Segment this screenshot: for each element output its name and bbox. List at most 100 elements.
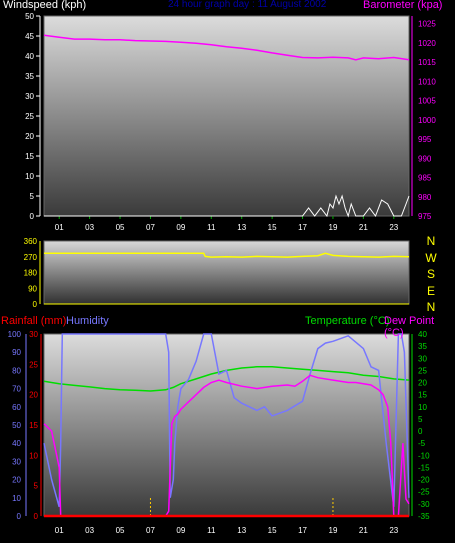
temperature-tick-label: 15 [418, 391, 427, 400]
windspeed-tick-label: 15 [25, 152, 34, 161]
hour-tick-label: 05 [116, 526, 125, 535]
hour-tick-label: 09 [176, 526, 185, 535]
temperature-tick-label: 30 [418, 354, 427, 363]
barometer-line [43, 34, 410, 61]
compass-letters: N W S E N [424, 233, 438, 316]
barometer-tick-label: 980 [418, 193, 432, 202]
temperature-tick-label: 10 [418, 403, 427, 412]
hour-tick-label: 07 [146, 526, 155, 535]
barometer-tick-label: 1005 [418, 97, 436, 106]
hour-tick-label: 01 [55, 223, 64, 232]
barometer-axis-title: Barometer (kpa) [363, 0, 443, 11]
hour-tick-label: 17 [298, 526, 307, 535]
humidity-tick-label: 100 [8, 330, 22, 339]
barometer-tick-label: 990 [418, 154, 432, 163]
hour-tick-label: 07 [146, 223, 155, 232]
barometer-tick-label: 1000 [418, 116, 436, 125]
hour-tick-label: 03 [85, 223, 94, 232]
windspeed-line [44, 194, 410, 218]
hour-tick-label: 09 [176, 223, 185, 232]
temperature-tick-label: -10 [418, 451, 430, 460]
windspeed-tick-label: 5 [30, 192, 35, 201]
humidity-tick-label: 50 [12, 421, 21, 430]
temperature-tick-label: -15 [418, 463, 430, 472]
barometer-tick-label: 975 [418, 212, 432, 221]
humidity-tick-label: 90 [12, 348, 21, 357]
humidity-tick-label: 70 [12, 385, 21, 394]
hour-tick-label: 13 [237, 223, 246, 232]
rainfall-tick-label: 30 [29, 330, 38, 339]
humidity-tick-label: 20 [12, 476, 21, 485]
lower-plot-area [43, 333, 410, 517]
wind-barometer-chart: 0510152025303540455097598098599099510001… [25, 12, 436, 232]
plot-area [43, 15, 410, 217]
humidity-tick-label: 10 [12, 494, 21, 503]
hour-tick-label: 13 [237, 526, 246, 535]
hour-tick-label: 05 [116, 223, 125, 232]
windspeed-tick-label: 40 [25, 52, 34, 61]
direction-tick-label: 180 [24, 269, 38, 278]
direction-tick-label: 0 [33, 300, 38, 309]
wind-direction-panel: 0 90 180 270 360 N W S E N [0, 232, 455, 314]
temperature-axis-title: Temperature (°C) [305, 315, 390, 327]
windspeed-tick-label: 0 [30, 212, 35, 221]
humidity-tick-label: 30 [12, 457, 21, 466]
barometer-tick-label: 1015 [418, 58, 436, 67]
hour-markers [149, 498, 334, 516]
direction-tick-label: 360 [24, 237, 38, 246]
wind-direction-line [44, 252, 410, 258]
temperature-tick-label: -20 [418, 476, 430, 485]
hour-tick-label: 23 [389, 526, 398, 535]
humidity-tick-label: 40 [12, 439, 21, 448]
rainfall-tick-label: 10 [29, 451, 38, 460]
temperature-tick-label: -30 [418, 500, 430, 509]
humidity-tick-label: 60 [12, 403, 21, 412]
wind-direction-chart: 0 90 180 270 360 [24, 237, 410, 309]
hour-tick-label: 21 [359, 223, 368, 232]
compass-letter-e: E [426, 283, 435, 298]
humidity-axis-title: Humidity [66, 315, 109, 327]
temperature-tick-label: 20 [418, 379, 427, 388]
rainfall-axis-title: Rainfall (mm) [1, 315, 67, 327]
direction-plot-area [43, 240, 410, 305]
direction-tick-label: 270 [24, 253, 38, 262]
hour-tick-label: 03 [85, 526, 94, 535]
dewpoint-axis-title: Dew Point (°C) [384, 315, 435, 339]
temperature-tick-label: -25 [418, 488, 430, 497]
dewpoint-line [43, 374, 410, 517]
hour-tick-label: 11 [207, 223, 216, 232]
compass-letter-n-top: N [426, 234, 436, 248]
windspeed-tick-label: 10 [25, 172, 34, 181]
hour-tick-label: 19 [329, 223, 338, 232]
hour-tick-label: 19 [329, 526, 338, 535]
hour-tick-label: 23 [389, 223, 398, 232]
temperature-tick-label: -35 [418, 512, 430, 521]
compass-letter-w: W [425, 250, 437, 265]
humidity-tick-label: 0 [17, 512, 22, 521]
compass-letter-s: S [426, 267, 435, 282]
rainfall-tick-label: 5 [34, 482, 39, 491]
rain-humidity-temperature-chart: 0102030405060708090100051015202530-35-30… [8, 330, 430, 535]
windspeed-tick-label: 45 [25, 32, 34, 41]
windspeed-tick-label: 30 [25, 92, 34, 101]
hour-tick-label: 11 [207, 526, 216, 535]
hour-tick-label: 01 [55, 526, 64, 535]
barometer-tick-label: 985 [418, 174, 432, 183]
rainfall-tick-label: 20 [29, 391, 38, 400]
rainfall-tick-label: 0 [34, 512, 39, 521]
direction-tick-label: 90 [28, 284, 37, 293]
windspeed-tick-label: 35 [25, 72, 34, 81]
hour-tick-label: 15 [268, 223, 277, 232]
compass-letter-n-bottom: N [426, 300, 436, 315]
barometer-tick-label: 1010 [418, 77, 436, 86]
temperature-tick-label: 35 [418, 342, 427, 351]
humidity-line [43, 333, 410, 508]
wind-barometer-panel: 0 5 10 15 20 25 30 35 40 45 50 975 980 985 990 995 1000 1… [0, 0, 455, 232]
temperature-tick-label: 40 [418, 330, 427, 339]
rainfall-tick-label: 15 [29, 421, 38, 430]
rain-humidity-temperature-panel: 0 10 20 30 40 50 60 70 80 90 100 0 5 10 15 20 25 30 -35 -30… [0, 312, 455, 543]
rainfall-tick-label: 25 [29, 360, 38, 369]
hour-tick-label: 15 [268, 526, 277, 535]
humidity-tick-label: 80 [12, 366, 21, 375]
